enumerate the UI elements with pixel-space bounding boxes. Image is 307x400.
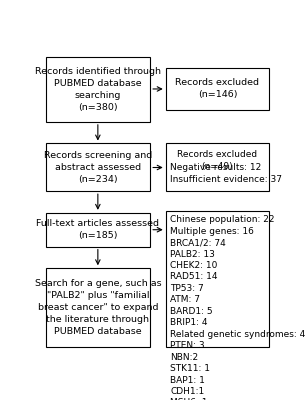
FancyBboxPatch shape [45,213,150,247]
FancyBboxPatch shape [45,268,150,347]
Text: Records identified through
PUBMED database
searching
(n=380): Records identified through PUBMED databa… [35,67,161,112]
Text: Search for a gene, such as
"PALB2" plus "familial
breast cancer" to expand
the l: Search for a gene, such as "PALB2" plus … [35,279,161,336]
Text: Full-text articles assessed
(n=185): Full-text articles assessed (n=185) [36,219,159,240]
Text: Chinese population: 22
Multiple genes: 16
BRCA1/2: 74
PALB2: 13
CHEK2: 10
RAD51:: Chinese population: 22 Multiple genes: 1… [170,215,306,400]
FancyBboxPatch shape [166,144,269,191]
Text: Negative results: 12
Insufficient evidence: 37: Negative results: 12 Insufficient eviden… [170,164,282,184]
Text: Records excluded
(n=146): Records excluded (n=146) [175,78,259,99]
FancyBboxPatch shape [45,144,150,191]
Text: Records excluded
(n=49): Records excluded (n=49) [177,150,258,171]
FancyBboxPatch shape [45,57,150,122]
Text: Records screening and
abstract assessed
(n=234): Records screening and abstract assessed … [44,151,152,184]
FancyBboxPatch shape [166,68,269,110]
FancyBboxPatch shape [166,211,269,347]
